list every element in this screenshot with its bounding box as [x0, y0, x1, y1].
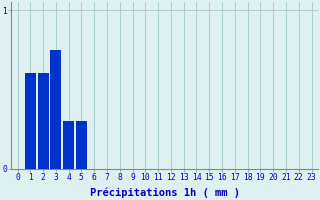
Bar: [38, 73, 49, 169]
Bar: [63, 121, 74, 169]
X-axis label: Précipitations 1h ( mm ): Précipitations 1h ( mm ): [90, 187, 240, 198]
Bar: [51, 50, 61, 169]
Bar: [76, 121, 87, 169]
Bar: [25, 73, 36, 169]
